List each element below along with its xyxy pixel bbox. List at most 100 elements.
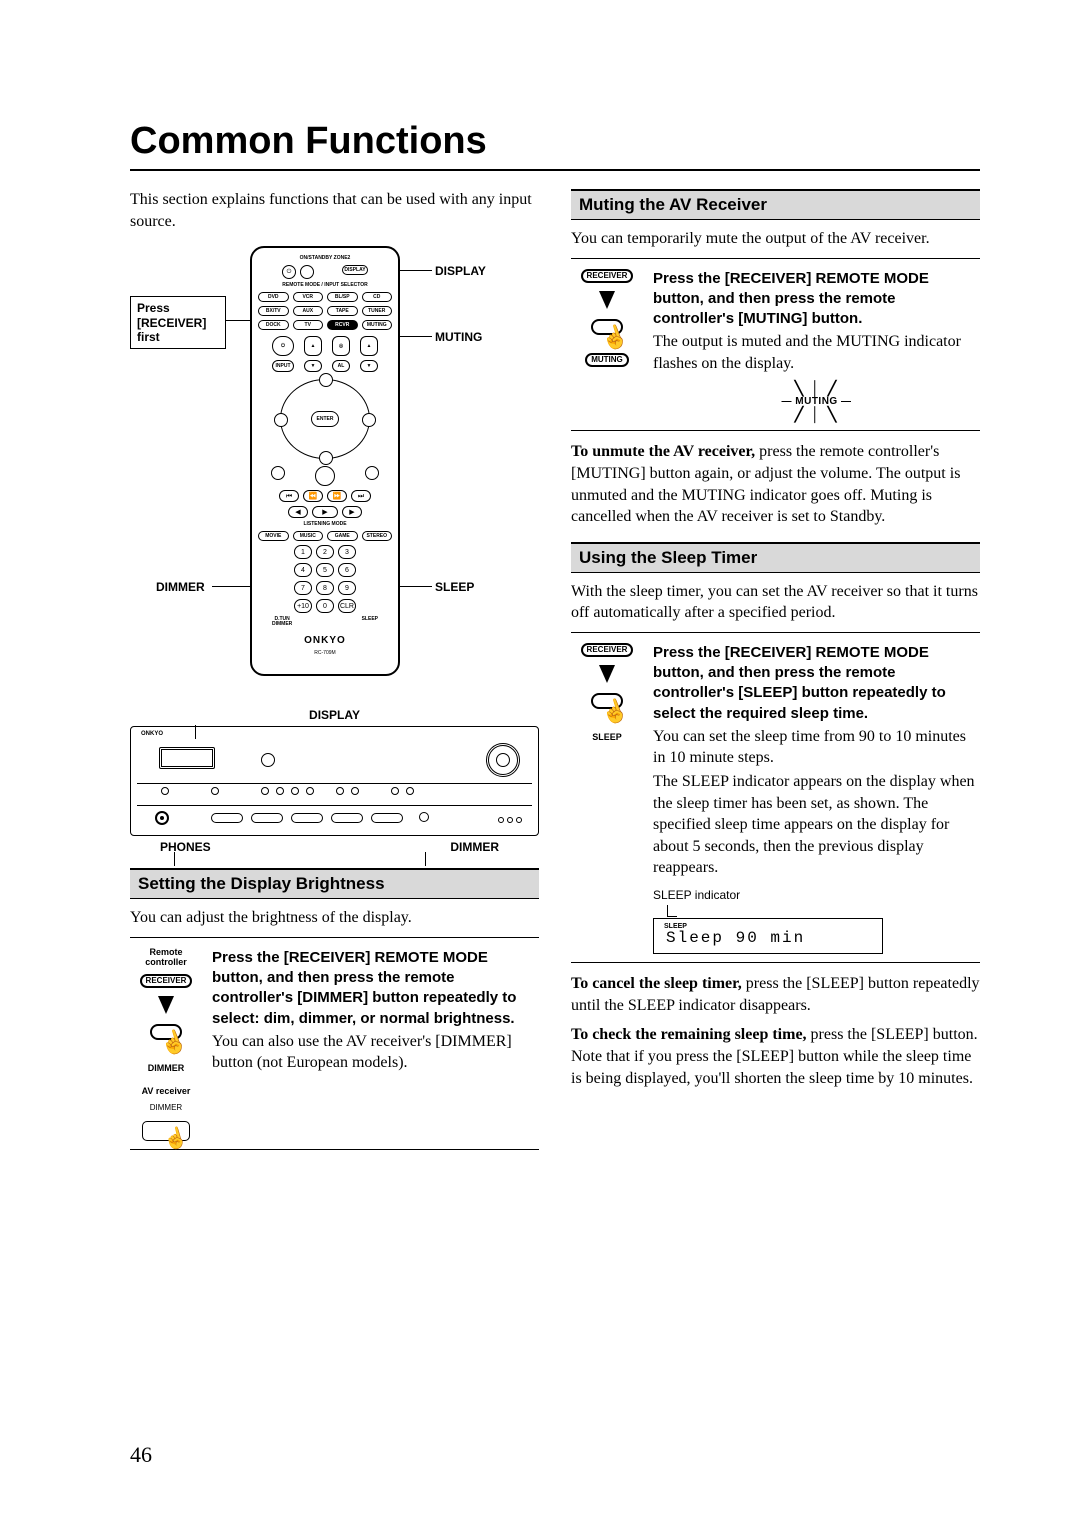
receiver-pill-icon: RECEIVER — [581, 269, 634, 283]
av-dimmer-button-icon: ☝ — [142, 1121, 190, 1141]
av-receiver-label: AV receiver — [142, 1087, 191, 1097]
brightness-body: You can also use the AV receiver's [DIMM… — [212, 1031, 539, 1074]
panel-btn-c — [251, 813, 283, 823]
mode-movie: MOVIE — [258, 531, 289, 541]
input-dvd: DVD — [258, 292, 289, 302]
input-bxtv: BX/TV — [258, 306, 289, 316]
input-blsp: BL/SP — [327, 292, 358, 302]
dimmer-key-label: D.TUNDIMMER — [272, 617, 292, 627]
av-dimmer-sublabel: DIMMER — [150, 1103, 182, 1112]
intro-text: This section explains functions that can… — [130, 189, 539, 232]
panel-btn-e — [331, 813, 363, 823]
muting-intro: You can temporarily mute the output of t… — [571, 228, 980, 250]
callout-press-receiver: Press[RECEIVER]first — [130, 296, 226, 349]
callout-display: DISPLAY — [435, 264, 486, 278]
receiver-pill-icon: RECEIVER — [581, 643, 634, 657]
brightness-rule — [130, 937, 539, 938]
vol-dn: ▼ — [360, 360, 378, 372]
unmute-paragraph: To unmute the AV receiver, press the rem… — [571, 441, 980, 527]
remote-diagram: Press[RECEIVER]first DISPLAY MUTING DIMM… — [130, 246, 539, 696]
brightness-instruction: Press the [RECEIVER] REMOTE MODE button,… — [212, 948, 539, 1029]
panel-btn-b — [211, 813, 243, 823]
muting-pill-icon: MUTING — [585, 353, 629, 367]
enter-button: ENTER — [311, 411, 339, 427]
sleep-cancel-paragraph: To cancel the sleep timer, press the [SL… — [571, 973, 980, 1016]
callout-sleep: SLEEP — [435, 580, 474, 594]
page-number: 46 — [130, 1442, 152, 1468]
muting-body: The output is muted and the MUTING indic… — [653, 331, 980, 374]
muting-button: MUTING — [362, 320, 393, 330]
arrow-down-icon — [158, 996, 174, 1014]
press-button-icon: ☝ — [587, 691, 627, 727]
input-cd: CD — [362, 292, 393, 302]
input-dock: DOCK — [258, 320, 289, 330]
muting-instruction: Press the [RECEIVER] REMOTE MODE button,… — [653, 269, 980, 330]
transport-row2: ◀▶▶ — [288, 506, 362, 518]
brightness-intro: You can adjust the brightness of the dis… — [130, 907, 539, 929]
sleep-indicator-caption: SLEEP indicator — [653, 887, 980, 903]
input-tape: TAPE — [327, 306, 358, 316]
panel-display-window — [159, 747, 215, 769]
brand-label: ONKYO — [304, 635, 346, 646]
section-brightness-heading: Setting the Display Brightness — [130, 868, 539, 899]
brightness-end-rule — [130, 1149, 539, 1150]
press-button-icon: ☝ — [146, 1022, 186, 1058]
transport-row1: ⏮⏪⏩⏭ — [279, 490, 371, 502]
input-tv: TV — [293, 320, 324, 330]
dimmer-icon-label: DIMMER — [148, 1064, 185, 1074]
sleep-display-icon: SLEEP Sleep 90 min — [653, 918, 883, 954]
tv-power: ⏻ — [272, 336, 294, 356]
setup-btn — [271, 466, 285, 480]
muting-indicator-icon: ╲ │ ╱ — MUTING — ╱ │ ╲ — [653, 381, 980, 423]
remote-top-label: ON/STANDBY ZONE2 — [258, 256, 392, 261]
number-pad: 123 456 789 +100CLR — [294, 545, 356, 613]
model-label: RC-709M — [314, 650, 335, 656]
input-vcr: VCR — [293, 292, 324, 302]
title-rule — [130, 169, 980, 171]
panel-dimmer-label: DIMMER — [450, 840, 499, 854]
phones-label: PHONES — [160, 840, 211, 854]
receiver-mode-button: RCVR — [327, 320, 358, 330]
sleep-instruction: Press the [RECEIVER] REMOTE MODE button,… — [653, 643, 980, 724]
sleep-rule-top — [571, 632, 980, 633]
vol-dn-tv: ▼ — [304, 360, 322, 372]
return-btn — [365, 466, 379, 480]
press-button-icon: ☝ — [587, 317, 627, 353]
sleep-intro: With the sleep timer, you can set the AV… — [571, 581, 980, 624]
sleep-check-paragraph: To check the remaining sleep time, press… — [571, 1024, 980, 1089]
vol-up-tv: ▲ — [304, 336, 322, 356]
section-muting-heading: Muting the AV Receiver — [571, 189, 980, 220]
zone2-button — [300, 265, 314, 279]
volume-knob-icon — [486, 743, 520, 777]
phones-jack-icon — [155, 811, 169, 825]
input-btn: INPUT — [272, 360, 294, 372]
panel-btn-d — [291, 813, 323, 823]
sleep-rule-bottom — [571, 962, 980, 963]
panel-btn-a — [261, 753, 275, 767]
sleep-body-1: You can set the sleep time from 90 to 10… — [653, 726, 980, 769]
receiver-pill-icon: RECEIVER — [140, 974, 193, 988]
page-title: Common Functions — [130, 120, 980, 163]
panel-display-label: DISPLAY — [130, 708, 539, 722]
remote-mode-label: REMOTE MODE / INPUT SELECTOR — [258, 283, 392, 288]
album-btn: AL — [332, 360, 350, 372]
callout-muting: MUTING — [435, 330, 482, 344]
mode-stereo: STEREO — [362, 531, 393, 541]
audio-btn — [315, 466, 335, 486]
display-button: DISPLAY — [342, 265, 368, 275]
sleep-key-label: SLEEP — [362, 617, 378, 627]
input-aux: AUX — [293, 306, 324, 316]
vol-up: ▲ — [360, 336, 378, 356]
front-panel-diagram: DISPLAY ONKYO — [130, 708, 539, 854]
arrow-down-icon — [599, 665, 615, 683]
arrow-down-icon — [599, 291, 615, 309]
remote-controller-label: Remotecontroller — [145, 948, 187, 968]
dpad: ENTER — [280, 379, 370, 459]
standby-icon: ⏻ — [282, 265, 296, 279]
callout-dimmer: DIMMER — [156, 580, 205, 594]
disc-btn: ◎ — [332, 336, 350, 356]
sleep-body-2: The SLEEP indicator appears on the displ… — [653, 771, 980, 879]
section-sleep-heading: Using the Sleep Timer — [571, 542, 980, 573]
panel-tiny-buttons — [498, 817, 522, 823]
mode-game: GAME — [327, 531, 358, 541]
